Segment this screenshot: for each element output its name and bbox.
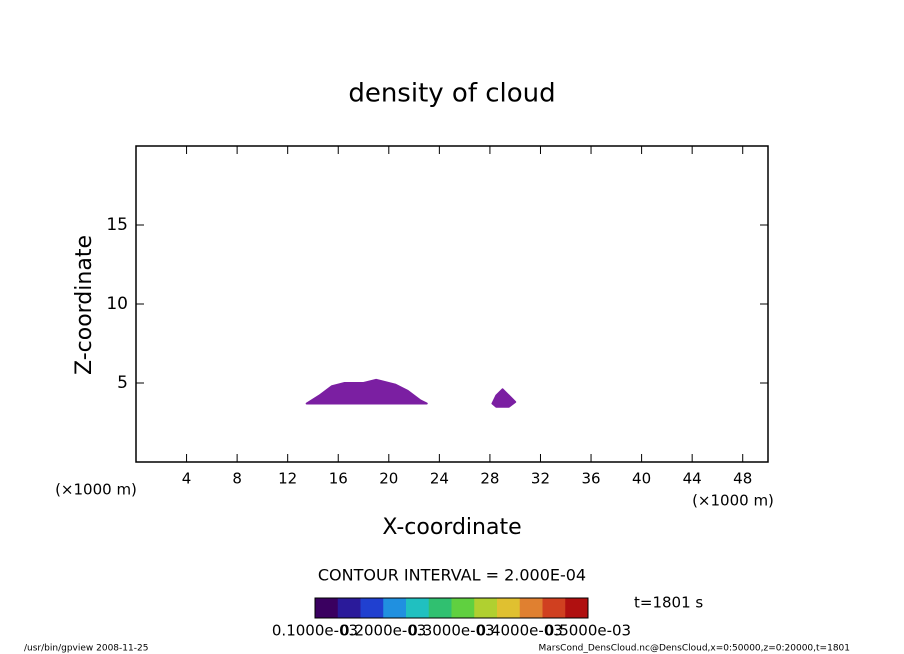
colorbar-label: 0.3000e-03	[408, 622, 494, 640]
x-tick-label: 4	[182, 470, 192, 488]
x-tick-label: 8	[232, 470, 242, 488]
footer-left: /usr/bin/gpview 2008-11-25	[24, 644, 148, 654]
x-tick-label: 16	[329, 470, 348, 488]
colorbar-swatch	[428, 598, 452, 618]
x-tick-label: 24	[430, 470, 449, 488]
colorbar-swatch	[497, 598, 521, 618]
colorbar-label: 0.1000e-03	[272, 622, 358, 640]
x-tick-label: 48	[733, 470, 752, 488]
y-tick-label: 15	[106, 215, 128, 235]
colorbar-swatch	[315, 598, 339, 618]
colorbar-swatch	[406, 598, 430, 618]
colorbar-swatch	[519, 598, 543, 618]
contour-interval: CONTOUR INTERVAL = 2.000E-04	[318, 566, 586, 585]
x-tick-label: 12	[278, 470, 297, 488]
colorbar-swatch	[383, 598, 407, 618]
x-tick-label: 36	[581, 470, 600, 488]
cloud-region	[305, 378, 428, 405]
colorbar-swatch	[337, 598, 361, 618]
colorbar-label: 0.2000e-03	[340, 622, 426, 640]
x-tick-label: 40	[632, 470, 651, 488]
x-tick-label: 44	[683, 470, 702, 488]
colorbar-label: 0.4000e-03	[477, 622, 563, 640]
colorbar-swatch	[474, 598, 498, 618]
footer-right: MarsCond_DensCloud.nc@DensCloud,x=0:5000…	[539, 644, 851, 654]
plot-frame	[135, 145, 769, 463]
y-tick-label: 10	[106, 294, 128, 314]
x-tick-label: 20	[379, 470, 398, 488]
x-tick-label: 32	[531, 470, 550, 488]
y-tick-label: 5	[117, 373, 128, 393]
y-unit: (×1000 m)	[55, 481, 137, 499]
colorbar-swatch	[451, 598, 475, 618]
cloud-region	[491, 388, 517, 408]
colorbar-frame	[314, 597, 589, 619]
time-label: t=1801 s	[634, 594, 703, 612]
colorbar-label: 0.5000e-03	[545, 622, 631, 640]
chart-title: density of cloud	[348, 79, 555, 109]
x-axis-label: X-coordinate	[382, 515, 521, 540]
colorbar-swatch	[360, 598, 384, 618]
x-unit: (×1000 m)	[692, 492, 774, 510]
colorbar-swatch	[542, 598, 566, 618]
x-tick-label: 28	[480, 470, 499, 488]
colorbar-swatch	[565, 598, 589, 618]
y-axis-label: Z-coordinate	[72, 235, 97, 375]
